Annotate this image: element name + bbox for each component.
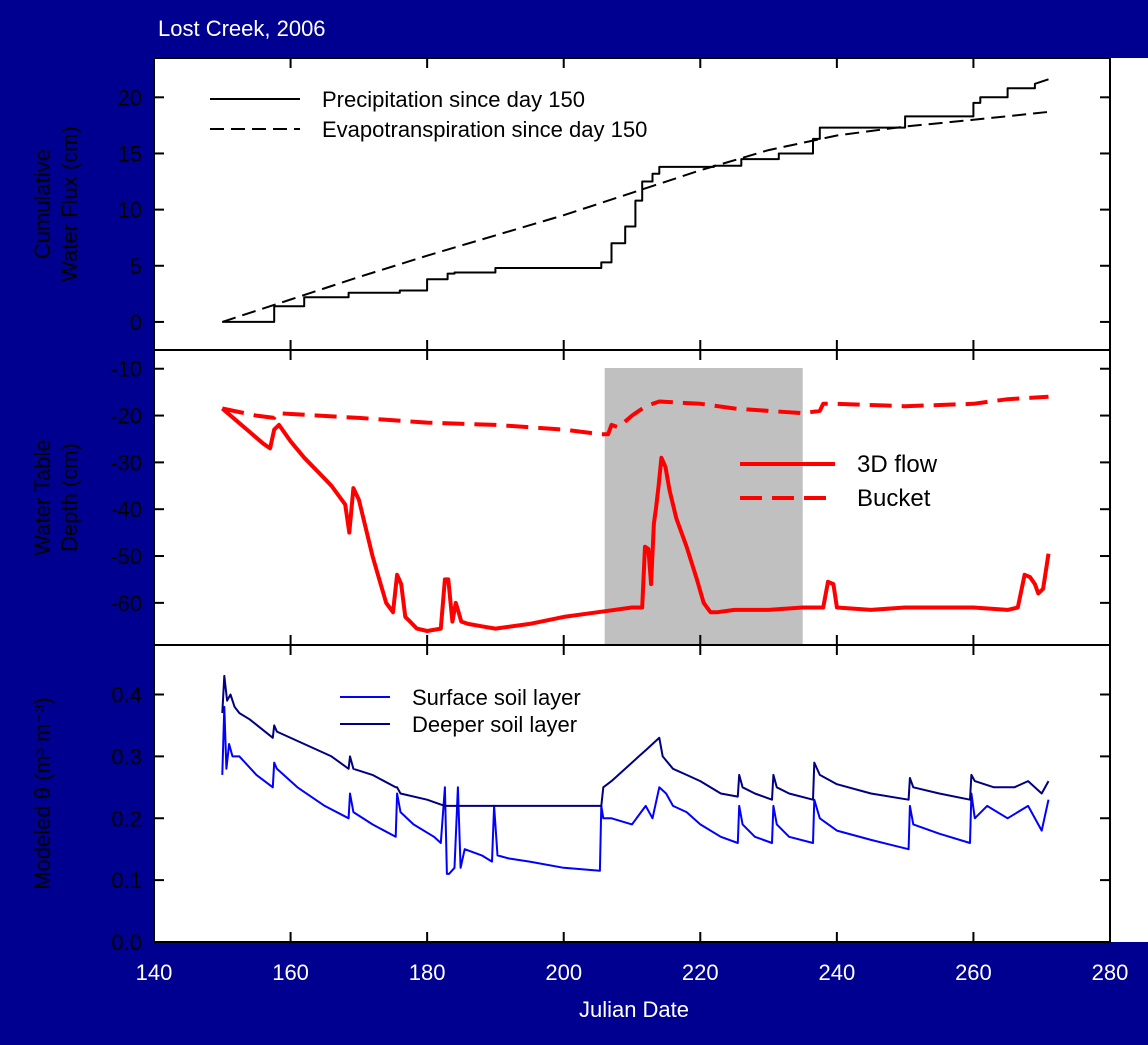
x-tick-label-4: 220	[682, 960, 719, 985]
series-line-1-0	[220, 406, 1051, 633]
y-axis-label-0-0: Cumulative	[30, 149, 55, 259]
y-tick-label-1-5: -60	[110, 591, 142, 616]
x-tick-label-6: 260	[955, 960, 992, 985]
y-tick-label-0-2: 10	[118, 198, 142, 223]
y-tick-label-2-4: 0.4	[111, 683, 142, 708]
y-tick-label-2-0: 0.0	[111, 930, 142, 955]
x-tick-label-2: 180	[409, 960, 446, 985]
y-tick-label-1-2: -30	[110, 450, 142, 475]
x-tick-label-0: 140	[136, 960, 173, 985]
series-line-2-0	[221, 705, 1050, 875]
legend-label-0-0: Precipitation since day 150	[322, 87, 585, 112]
legend-label-0-1: Evapotranspiration since day 150	[322, 117, 647, 142]
y-tick-label-2-2: 0.2	[111, 806, 142, 831]
legend-label-1-0: 3D flow	[857, 451, 938, 478]
legend-label-2-1: Deeper soil layer	[412, 712, 577, 737]
chart-title: Lost Creek, 2006	[158, 16, 326, 41]
x-tick-label-5: 240	[818, 960, 855, 985]
series-line-1-1	[221, 394, 1049, 437]
legend-label-2-0: Surface soil layer	[412, 685, 581, 710]
y-tick-label-0-4: 20	[118, 85, 142, 110]
y-tick-label-1-0: -10	[110, 357, 142, 382]
y-tick-label-1-3: -40	[110, 497, 142, 522]
y-tick-label-1-4: -50	[110, 544, 142, 569]
y-tick-label-2-3: 0.3	[111, 744, 142, 769]
series-line-2-1	[221, 674, 1050, 807]
y-tick-label-0-1: 5	[130, 254, 142, 279]
y-tick-label-0-0: 0	[130, 310, 142, 335]
y-tick-label-2-1: 0.1	[111, 868, 142, 893]
series-line-0-0	[222, 78, 1049, 323]
series-line-0-1	[221, 110, 1049, 323]
y-axis-label-1-0: Water Table	[30, 439, 55, 555]
x-tick-label-7: 280	[1092, 960, 1129, 985]
legend-label-1-1: Bucket	[857, 485, 931, 512]
y-tick-label-0-3: 15	[118, 141, 142, 166]
y-axis-label-0-1: Water Flux (cm)	[57, 126, 82, 282]
x-tick-label-3: 200	[545, 960, 582, 985]
x-axis-label: Julian Date	[579, 997, 689, 1022]
y-axis-label-2-0: Modeled θ (m³ m⁻³)	[30, 697, 55, 890]
panel-frame-2	[153, 644, 1111, 943]
y-axis-label-1-1: Depth (cm)	[57, 443, 82, 552]
y-tick-label-1-1: -20	[110, 404, 142, 429]
x-tick-label-1: 160	[272, 960, 309, 985]
